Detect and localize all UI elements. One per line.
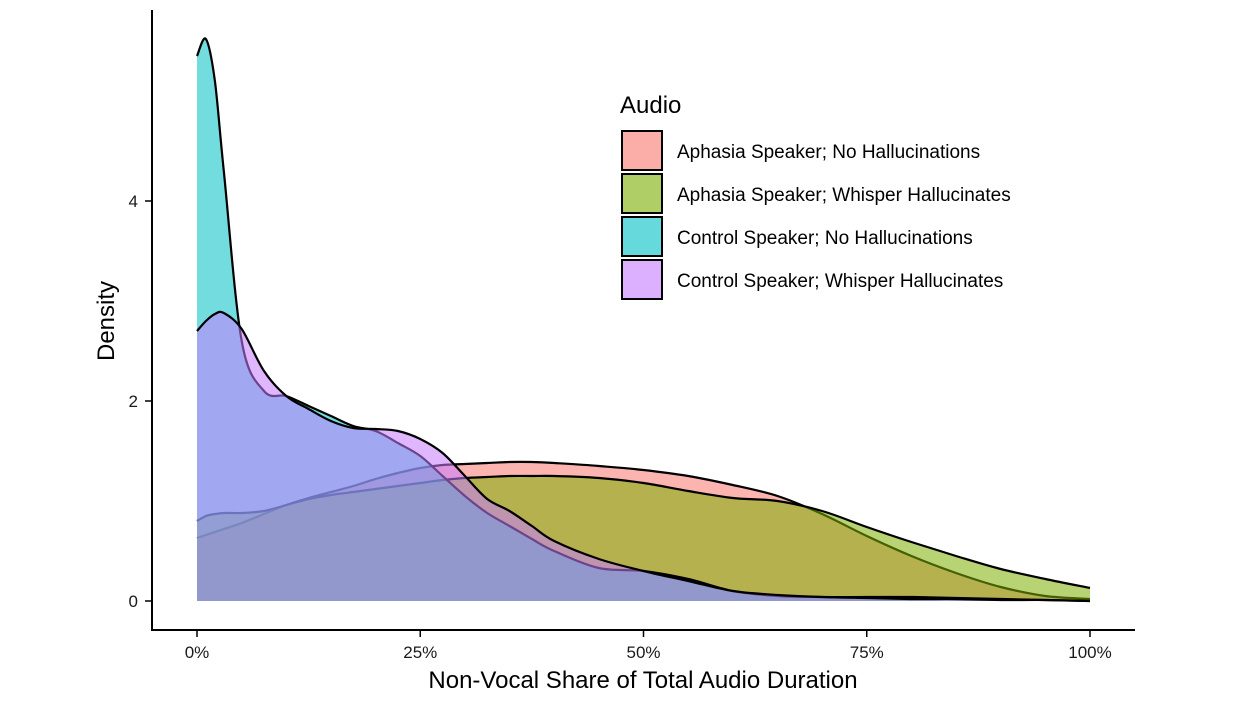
legend-key-series-2	[621, 173, 663, 214]
legend-key-series-3	[621, 216, 663, 257]
legend-label-series-2: Aphasia Speaker; Whisper Hallucinates	[677, 185, 1011, 206]
y-tick-label: 0	[129, 592, 138, 611]
axes: 0% 25% 50% 75% 100% 0 2 4	[129, 10, 1135, 662]
x-tick-label: 75%	[850, 643, 884, 662]
legend-title: Audio	[620, 92, 681, 119]
x-tick-label: 100%	[1068, 643, 1111, 662]
x-tick-label: 0%	[185, 643, 210, 662]
legend-key-series-4	[621, 259, 663, 300]
legend-key-series-1	[621, 130, 663, 171]
density-area-series-4	[197, 311, 1090, 601]
y-tick-label: 2	[129, 392, 138, 411]
legend-label-series-3: Control Speaker; No Hallucinations	[677, 228, 973, 249]
legend-label-series-4: Control Speaker; Whisper Hallucinates	[677, 271, 1003, 292]
x-ticks: 0% 25% 50% 75% 100%	[185, 630, 1112, 662]
y-tick-label: 4	[129, 192, 138, 211]
x-tick-label: 25%	[403, 643, 437, 662]
y-axis-title: Density	[93, 281, 120, 361]
y-ticks: 0 2 4	[129, 192, 152, 611]
density-areas	[195, 37, 1091, 603]
legend-label-series-1: Aphasia Speaker; No Hallucinations	[677, 142, 980, 163]
density-curve-series-4	[196, 310, 1091, 603]
x-tick-label: 50%	[626, 643, 660, 662]
legend: Audio Aphasia Speaker; No Hallucinations…	[620, 92, 1011, 300]
x-axis-title: Non-Vocal Share of Total Audio Duration	[428, 667, 857, 694]
